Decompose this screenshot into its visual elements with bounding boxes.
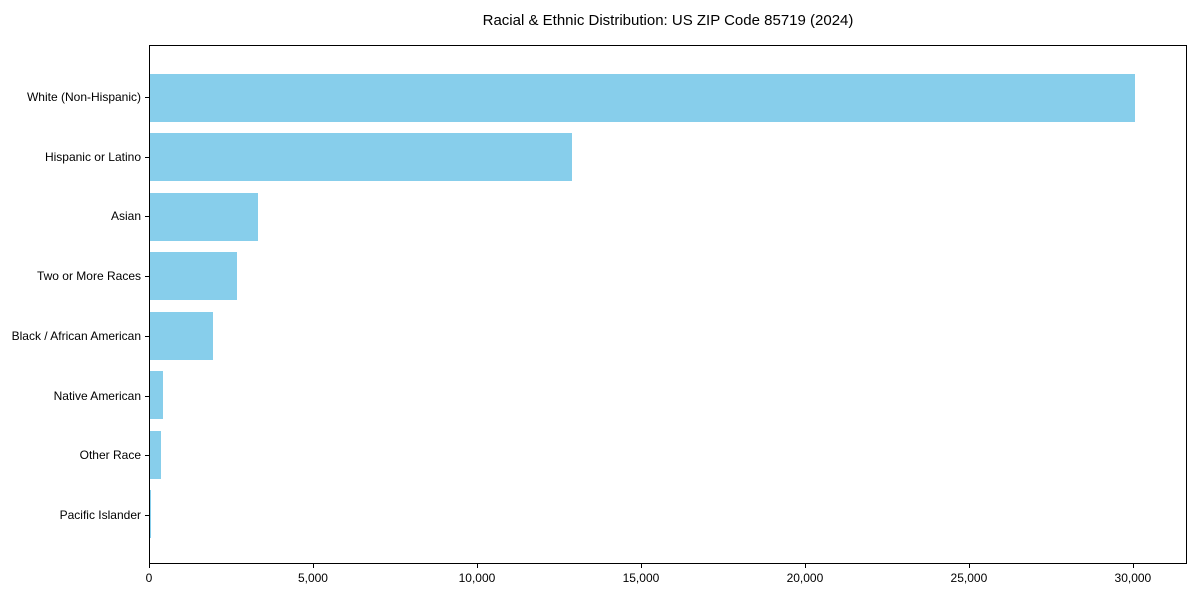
y-tick-mark: [145, 395, 149, 397]
y-tick-mark: [145, 455, 149, 457]
y-tick-label: Two or More Races: [36, 269, 141, 284]
x-tick-mark: [1132, 564, 1134, 568]
bar-series: [150, 46, 1186, 563]
x-tick-mark: [804, 564, 806, 568]
y-tick-mark: [145, 216, 149, 218]
x-tick-mark: [968, 564, 970, 568]
bar-white-non-hispanic: [150, 73, 1136, 122]
bar-row: [150, 247, 1186, 307]
y-tick-label: Native American: [53, 388, 141, 403]
x-tick-mark: [640, 564, 642, 568]
y-axis-label-row: Asian: [0, 187, 149, 247]
bar-native-american: [150, 371, 164, 420]
chart-title: Racial & Ethnic Distribution: US ZIP Cod…: [482, 12, 854, 29]
y-tick-mark: [145, 276, 149, 278]
y-axis-label-row: Other Race: [0, 426, 149, 486]
y-axis-label-row: Pacific Islander: [0, 485, 149, 545]
y-tick-label: White (Non-Hispanic): [26, 89, 141, 104]
y-tick-mark: [145, 156, 149, 158]
bar-row: [150, 128, 1186, 188]
y-tick-mark: [145, 515, 149, 517]
bar-black-african-american: [150, 311, 213, 360]
y-axis-label-row: Hispanic or Latino: [0, 127, 149, 187]
y-tick-mark: [145, 96, 149, 98]
plot-area: [149, 45, 1187, 564]
bar-hispanic-or-latino: [150, 133, 573, 182]
x-tick-label: 25,000: [950, 571, 988, 585]
bar-row: [150, 68, 1186, 128]
x-tick-label: 30,000: [1114, 571, 1152, 585]
y-axis-labels: White (Non-Hispanic) Hispanic or Latino …: [0, 45, 149, 564]
x-tick-label: 0: [145, 571, 153, 585]
y-tick-label: Black / African American: [11, 328, 141, 343]
x-tick-label: 15,000: [622, 571, 660, 585]
bar-row: [150, 306, 1186, 366]
x-tick-label: 20,000: [786, 571, 824, 585]
y-tick-mark: [145, 335, 149, 337]
bar-asian: [150, 192, 259, 241]
y-tick-label: Asian: [110, 209, 141, 224]
bar-pacific-islander: [150, 490, 152, 539]
x-tick-mark: [149, 564, 150, 568]
x-tick-label: 5,000: [297, 571, 328, 585]
y-tick-label: Hispanic or Latino: [44, 149, 141, 164]
bar-other-race: [150, 430, 162, 479]
bar-row: [150, 366, 1186, 426]
y-tick-label: Other Race: [79, 448, 141, 463]
x-tick-mark: [476, 564, 478, 568]
bar-row: [150, 187, 1186, 247]
y-axis-label-row: White (Non-Hispanic): [0, 67, 149, 127]
bar-row: [150, 485, 1186, 545]
y-axis-label-row: Native American: [0, 366, 149, 426]
x-tick-label: 10,000: [458, 571, 496, 585]
bar-row: [150, 425, 1186, 485]
x-tick-mark: [312, 564, 314, 568]
bar-two-or-more-races: [150, 252, 237, 301]
x-axis: 0 5,000 10,000 15,000 20,000 25,000 30,0…: [145, 564, 1187, 594]
y-tick-label: Pacific Islander: [59, 508, 141, 523]
y-axis-label-row: Two or More Races: [0, 246, 149, 306]
y-axis-label-row: Black / African American: [0, 306, 149, 366]
